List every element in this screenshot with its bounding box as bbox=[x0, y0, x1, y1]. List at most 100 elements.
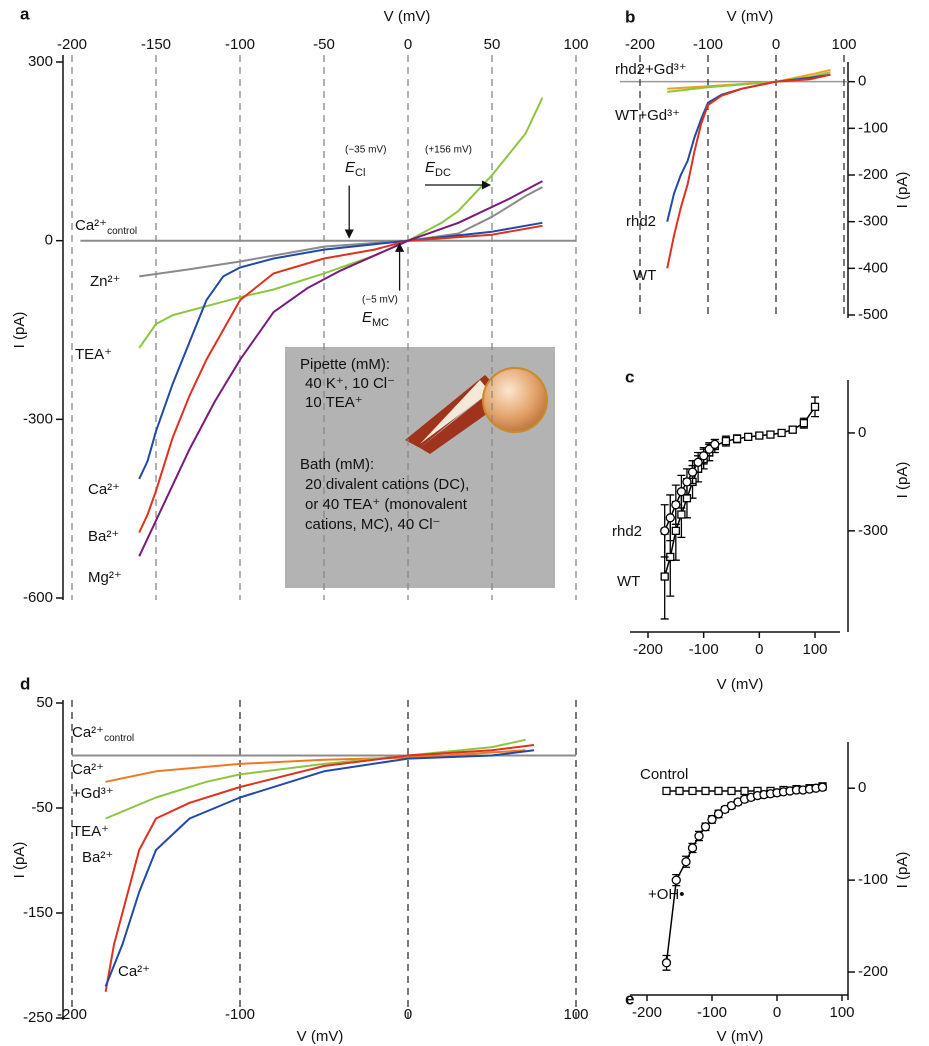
marker bbox=[682, 477, 692, 487]
annotation: EDC bbox=[425, 159, 451, 179]
marker bbox=[810, 402, 820, 411]
marker bbox=[714, 786, 723, 796]
marker bbox=[713, 809, 724, 819]
inset-text: or 40 TEA⁺ (monovalent bbox=[305, 496, 468, 513]
series-label-text: rhd2+Gd³⁺ bbox=[615, 61, 687, 78]
y-tick-label: -300 bbox=[858, 213, 888, 230]
series-label-text: Ba²⁺ bbox=[82, 849, 113, 866]
marker bbox=[707, 814, 717, 825]
inset-text: Pipette (mM): bbox=[300, 356, 390, 373]
y-tick-label: -150 bbox=[23, 904, 53, 921]
y-tick-label: 0 bbox=[45, 232, 53, 249]
annotation-sub: MC bbox=[372, 317, 389, 329]
series-label-text: WT+Gd³⁺ bbox=[615, 107, 680, 124]
series-label-text: WT bbox=[617, 573, 640, 590]
marker bbox=[727, 786, 736, 796]
inset-text: cations, MC), 40 Cl⁻ bbox=[305, 516, 440, 533]
x-tick-label: 0 bbox=[755, 641, 763, 658]
x-tick-label: -150 bbox=[141, 36, 171, 53]
x-tick-label: 0 bbox=[772, 36, 780, 53]
series-label-text: +OH• bbox=[648, 886, 685, 903]
annotation-note: (−5 mV) bbox=[362, 295, 398, 306]
marker bbox=[665, 513, 675, 523]
series-label: Ca²⁺control bbox=[75, 217, 137, 237]
marker bbox=[817, 782, 828, 792]
marker bbox=[675, 786, 684, 796]
y-axis-label: I (pA) bbox=[894, 462, 911, 499]
x-axis-label: V (mV) bbox=[297, 1028, 344, 1045]
y-tick-label: -400 bbox=[858, 259, 888, 276]
marker bbox=[693, 457, 703, 467]
marker bbox=[677, 510, 686, 519]
marker bbox=[687, 467, 698, 477]
x-tick-label: 100 bbox=[802, 641, 827, 658]
series-label: WT bbox=[617, 573, 640, 590]
x-axis-label: V (mV) bbox=[384, 8, 431, 25]
panel-label: b bbox=[625, 7, 635, 26]
marker bbox=[755, 431, 764, 440]
series-label: Ca²⁺ +Gd³⁺ bbox=[72, 761, 114, 802]
trace bbox=[666, 73, 831, 269]
trace bbox=[105, 749, 526, 783]
panel-label: d bbox=[20, 674, 30, 693]
marker bbox=[766, 430, 775, 439]
pipette bbox=[420, 392, 498, 454]
marker bbox=[662, 786, 671, 796]
inset-text: Bath (mM): bbox=[300, 456, 374, 473]
series-label: WT bbox=[633, 267, 656, 284]
trace bbox=[667, 71, 831, 93]
y-axis-label: I (pA) bbox=[11, 312, 28, 349]
marker bbox=[694, 831, 704, 841]
marker bbox=[681, 857, 691, 867]
series-label-text: Ca²⁺ bbox=[75, 217, 107, 234]
annotation-note: (−35 mV) bbox=[345, 145, 386, 156]
x-axis-label: V (mV) bbox=[717, 1028, 764, 1045]
marker bbox=[740, 786, 749, 796]
annotation-symbol: E bbox=[345, 159, 356, 176]
series-label-text: Ca²⁺ bbox=[118, 963, 150, 980]
series-label: TEA⁺ bbox=[72, 823, 109, 840]
x-tick-label: -100 bbox=[693, 36, 723, 53]
panel-label: e bbox=[625, 989, 634, 1008]
x-tick-label: -200 bbox=[625, 36, 655, 53]
y-tick-label: 0 bbox=[858, 424, 866, 441]
x-tick-label: 100 bbox=[563, 36, 588, 53]
marker bbox=[777, 428, 786, 438]
trace bbox=[104, 749, 535, 987]
trace bbox=[104, 744, 535, 992]
series-label: Control bbox=[640, 766, 688, 783]
x-tick-label: -50 bbox=[313, 36, 335, 53]
series-label: Ca²⁺ bbox=[118, 963, 150, 980]
x-tick-label: 100 bbox=[829, 1004, 854, 1021]
marker bbox=[660, 572, 669, 581]
inset-text: 40 K⁺, 10 Cl⁻ bbox=[305, 375, 395, 392]
series-label: +OH• bbox=[648, 886, 685, 903]
y-tick-label: 300 bbox=[28, 53, 53, 70]
series-label: Mg²⁺ bbox=[88, 569, 122, 586]
marker bbox=[688, 786, 697, 796]
x-tick-label: 100 bbox=[831, 36, 856, 53]
cell bbox=[482, 367, 548, 433]
series-label-sub: control bbox=[104, 733, 134, 744]
trace bbox=[105, 738, 526, 820]
y-tick-label: -600 bbox=[23, 589, 53, 606]
marker bbox=[676, 487, 687, 497]
x-tick-label: -200 bbox=[57, 36, 87, 53]
marker bbox=[660, 526, 670, 536]
series-label-text: TEA⁺ bbox=[75, 346, 112, 363]
x-tick-label: 0 bbox=[773, 1004, 781, 1021]
series-label-text: rhd2 bbox=[626, 213, 656, 230]
series-label-text: Mg²⁺ bbox=[88, 569, 122, 586]
x-tick-label: 50 bbox=[484, 36, 501, 53]
y-tick-label: -100 bbox=[858, 871, 888, 888]
trace bbox=[139, 186, 543, 278]
y-tick-label: 0 bbox=[858, 779, 866, 796]
marker bbox=[661, 958, 672, 968]
trace bbox=[138, 180, 543, 557]
y-tick-label: -200 bbox=[858, 166, 888, 183]
y-tick-label: -100 bbox=[858, 119, 888, 136]
series-label-text: Ca²⁺ bbox=[72, 724, 104, 741]
annotation-symbol: E bbox=[425, 159, 436, 176]
annotation-note: (+156 mV) bbox=[425, 145, 472, 156]
